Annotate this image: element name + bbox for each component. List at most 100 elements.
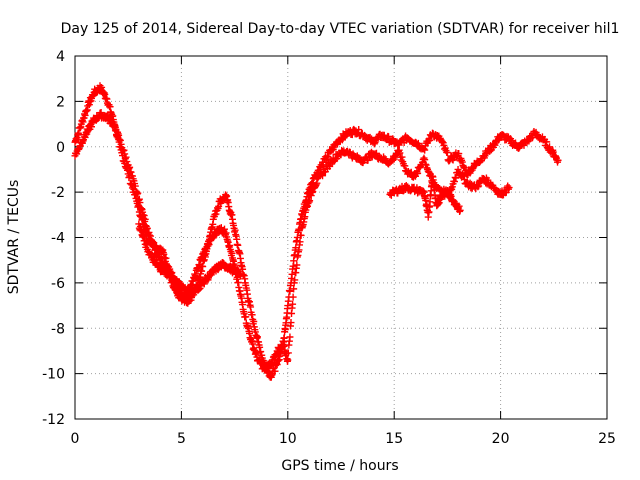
y-tick-label: 2	[56, 94, 65, 110]
data-point	[474, 183, 482, 191]
series-track-d	[386, 172, 464, 221]
y-tick-label: -12	[42, 412, 65, 428]
y-tick-label: 4	[56, 49, 65, 65]
data-point	[423, 164, 431, 172]
y-tick-label: -10	[42, 367, 65, 383]
data-point	[131, 182, 139, 190]
data-point	[372, 149, 380, 157]
data-point	[237, 270, 245, 278]
data-point	[420, 154, 428, 162]
data-point	[504, 185, 512, 193]
data-point	[460, 163, 468, 171]
data-point	[319, 172, 327, 180]
data-point	[120, 146, 128, 154]
data-point	[355, 126, 363, 134]
data-point	[458, 158, 466, 166]
data-point	[486, 147, 494, 155]
data-point	[438, 138, 446, 146]
data-point	[491, 141, 499, 149]
data-point	[117, 140, 125, 148]
x-tick-label: 5	[177, 431, 186, 447]
data-point	[385, 133, 393, 141]
data-point	[296, 238, 304, 246]
data-point	[554, 156, 562, 164]
data-point	[122, 153, 130, 161]
data-point	[419, 187, 427, 195]
data-point	[280, 334, 288, 342]
data-point	[438, 137, 446, 145]
data-point	[127, 168, 135, 176]
data-point	[452, 174, 460, 182]
data-point	[284, 356, 292, 364]
data-point	[313, 179, 321, 187]
series-track-c	[135, 220, 245, 298]
data-point	[141, 215, 149, 223]
data-point	[543, 138, 551, 146]
y-tick-label: -6	[51, 276, 65, 292]
data-point	[505, 184, 513, 192]
data-point	[312, 181, 320, 189]
data-point	[293, 261, 301, 269]
data-point	[398, 153, 406, 161]
data-point	[286, 333, 294, 341]
data-point	[421, 156, 429, 164]
data-point	[396, 149, 404, 157]
data-point	[123, 158, 131, 166]
data-point	[421, 146, 429, 154]
data-point	[443, 149, 451, 157]
chart-title: Day 125 of 2014, Sidereal Day-to-day VTE…	[61, 21, 620, 37]
data-point	[414, 169, 422, 177]
axes: 0 5 10 15 20 25 -12 -10 -8 -6 -4 -2 0 2 4	[42, 49, 616, 447]
y-tick-label: 0	[56, 140, 65, 156]
data-point	[126, 163, 134, 171]
data-point	[504, 182, 512, 190]
data-point	[291, 276, 299, 284]
data-point	[134, 189, 142, 197]
data-point	[306, 197, 314, 205]
series-track-b	[71, 109, 513, 373]
data-point	[242, 313, 250, 321]
data-point	[284, 349, 292, 357]
y-axis-label: SDTVAR / TECUs	[6, 180, 22, 295]
x-tick-label: 15	[385, 431, 403, 447]
y-tick-label: -4	[51, 231, 65, 247]
data-point	[426, 198, 434, 206]
data-point	[289, 293, 297, 301]
data-point	[121, 150, 129, 158]
series-track-a	[71, 82, 562, 381]
y-tick-label: -2	[51, 185, 65, 201]
data-point	[455, 150, 463, 158]
grid-lines	[75, 56, 607, 419]
data-point	[450, 178, 458, 186]
x-tick-label: 10	[279, 431, 297, 447]
data-point	[147, 232, 155, 240]
data-point	[75, 130, 83, 138]
data-point	[447, 184, 455, 192]
data-point	[323, 154, 331, 162]
data-point	[546, 143, 554, 151]
data-point	[116, 136, 124, 144]
data-point	[454, 165, 462, 173]
data-point	[192, 273, 200, 281]
data-point	[125, 165, 133, 173]
data-point	[460, 172, 468, 180]
data-point	[475, 182, 483, 190]
x-tick-label: 20	[492, 431, 510, 447]
data-point	[494, 136, 502, 144]
data-point	[460, 164, 468, 172]
data-point	[426, 136, 434, 144]
data-point	[324, 152, 332, 160]
data-point	[515, 144, 523, 152]
data-point	[289, 300, 297, 308]
data-point	[414, 139, 422, 147]
x-axis-label: GPS time / hours	[281, 458, 398, 474]
data-point	[297, 231, 305, 239]
data-point	[420, 145, 428, 153]
x-tick-label: 25	[598, 431, 616, 447]
y-tick-label: -8	[51, 321, 65, 337]
x-tick-label: 0	[71, 431, 80, 447]
data-points	[71, 82, 562, 381]
data-point	[456, 206, 464, 214]
data-point	[329, 145, 337, 153]
